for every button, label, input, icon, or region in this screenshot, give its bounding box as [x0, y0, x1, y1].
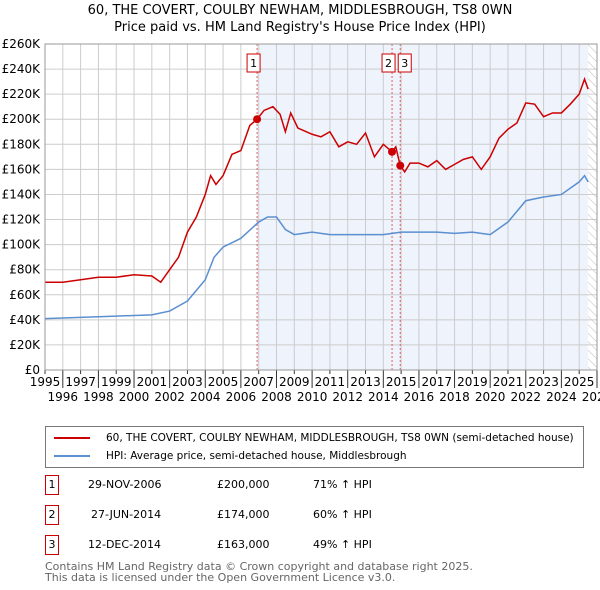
sale-marker-box: 3 — [45, 535, 59, 555]
x-tick-label: 2010 — [297, 390, 328, 404]
x-tick-label: 1997 — [65, 375, 96, 389]
property-price-line — [45, 76, 589, 284]
x-tick-label: 2002 — [154, 390, 185, 404]
x-tick-label: 2007 — [243, 375, 274, 389]
sale-label: 1 — [250, 57, 257, 70]
x-tick-label: 2013 — [350, 375, 381, 389]
y-tick-label: £220K — [2, 87, 42, 101]
sale-label: 2 — [385, 57, 392, 70]
sale-hpi: 60% ↑ HPI — [313, 508, 372, 521]
sale-row: 2 27-JUN-2014 £174,000 60% ↑ HPI — [45, 505, 445, 525]
plot-frame — [44, 43, 598, 371]
sale-date: 12-DEC-2014 — [88, 538, 162, 551]
x-tick-label: 2008 — [261, 390, 292, 404]
x-tick-label: 2019 — [457, 375, 488, 389]
sale-price: £163,000 — [217, 538, 270, 551]
y-tick-label: £0 — [25, 363, 40, 377]
x-tick-label: 2009 — [279, 375, 310, 389]
x-tick-label: 2025 — [564, 375, 595, 389]
sale-date: 27-JUN-2014 — [91, 508, 162, 521]
y-tick-label: £60K — [9, 288, 41, 302]
y-tick-label: £140K — [2, 187, 42, 201]
chart-title: 60, THE COVERT, COULBY NEWHAM, MIDDLESBR… — [0, 2, 600, 36]
legend-item-property: 60, THE COVERT, COULBY NEWHAM, MIDDLESBR… — [54, 430, 574, 446]
y-tick-label: £120K — [2, 213, 42, 227]
y-tick-label: £200K — [2, 112, 42, 126]
sale-row: 3 12-DEC-2014 £163,000 49% ↑ HPI — [45, 535, 445, 555]
sale-price: £174,000 — [217, 508, 270, 521]
x-tick-label: 2018 — [439, 390, 470, 404]
x-tick-label: 2020 — [475, 390, 506, 404]
sale-point — [388, 147, 397, 156]
x-tick-label: 2024 — [546, 390, 577, 404]
y-tick-label: £20K — [9, 338, 41, 352]
sale-price: £200,000 — [217, 478, 270, 491]
subtitle-line: Price paid vs. HM Land Registry's House … — [114, 20, 486, 35]
footer-copyright: Contains HM Land Registry data © Crown c… — [45, 560, 473, 573]
x-tick-label: 1998 — [83, 390, 114, 404]
x-tick-label: 2026 — [582, 390, 600, 404]
shaded-region — [257, 44, 589, 370]
x-tick-label: 2005 — [208, 375, 239, 389]
x-tick-label: 2017 — [421, 375, 452, 389]
title-line: 60, THE COVERT, COULBY NEWHAM, MIDDLESBR… — [87, 3, 513, 18]
hpi-line — [44, 174, 589, 320]
sale-label-box — [397, 53, 412, 73]
legend-item-hpi: HPI: Average price, semi-detached house,… — [54, 448, 407, 464]
y-tick-label: £160K — [2, 162, 42, 176]
legend-label: HPI: Average price, semi-detached house,… — [106, 450, 407, 462]
sale-point — [396, 161, 405, 170]
sale-label-box — [246, 53, 261, 73]
legend-swatch-blue — [54, 455, 90, 457]
x-tick-label: 2015 — [386, 375, 417, 389]
footer-licence: This data is licensed under the Open Gov… — [45, 571, 396, 584]
footer: Contains HM Land Registry data © Crown c… — [45, 561, 473, 583]
x-tick-label: 2000 — [119, 390, 150, 404]
y-tick-label: £240K — [2, 62, 42, 76]
y-tick-label: £260K — [2, 37, 42, 51]
x-tick-label: 2001 — [137, 375, 168, 389]
x-tick-label: 1995 — [30, 375, 61, 389]
y-tick-label: £180K — [2, 137, 42, 151]
x-tick-label: 2014 — [368, 390, 399, 404]
sale-point — [253, 115, 262, 124]
legend-swatch-red — [54, 437, 90, 439]
sale-label: 3 — [401, 57, 408, 70]
x-tick-label: 2022 — [511, 390, 542, 404]
x-tick-label: 1999 — [101, 375, 132, 389]
x-tick-label: 2021 — [493, 375, 524, 389]
x-tick-label: 2023 — [528, 375, 559, 389]
hatched-region — [588, 44, 597, 370]
y-tick-label: £100K — [2, 238, 42, 252]
x-tick-label: 2003 — [172, 375, 203, 389]
sale-row: 1 29-NOV-2006 £200,000 71% ↑ HPI — [45, 475, 445, 495]
legend-label: 60, THE COVERT, COULBY NEWHAM, MIDDLESBR… — [106, 432, 574, 444]
sale-marker-box: 1 — [45, 475, 59, 495]
y-tick-label: £80K — [9, 263, 41, 277]
legend: 60, THE COVERT, COULBY NEWHAM, MIDDLESBR… — [45, 426, 584, 468]
x-tick-label: 2012 — [332, 390, 363, 404]
sale-label-box — [381, 53, 396, 73]
x-tick-label: 2004 — [190, 390, 221, 404]
price-chart: £0 £20K £40K £60K £80K £100K £120K £140K £160K £1… — [2, 37, 600, 404]
sale-hpi: 71% ↑ HPI — [313, 478, 372, 491]
x-tick-label: 2006 — [226, 390, 257, 404]
sale-hpi: 49% ↑ HPI — [313, 538, 372, 551]
x-tick-label: 1996 — [48, 390, 79, 404]
sale-date: 29-NOV-2006 — [88, 478, 162, 491]
x-tick-label: 2011 — [315, 375, 346, 389]
x-tick-label: 2016 — [404, 390, 435, 404]
y-tick-label: £40K — [9, 313, 41, 327]
sale-marker-box: 2 — [45, 505, 59, 525]
